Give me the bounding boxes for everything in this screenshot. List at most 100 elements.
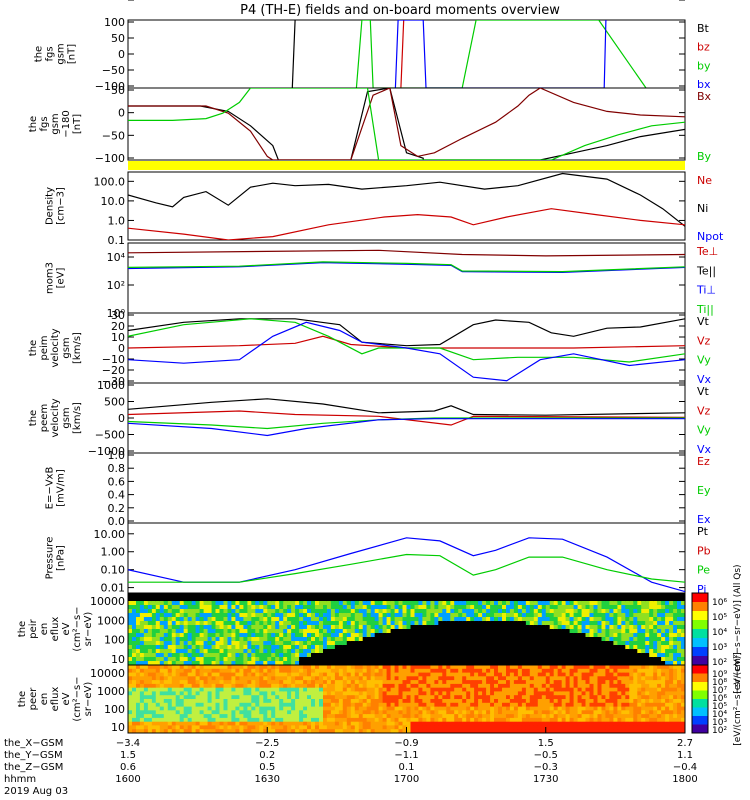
heatmap-cell: [577, 706, 583, 711]
heatmap-cell: [394, 683, 400, 689]
heatmap-cell: [565, 593, 571, 598]
heatmap-cell: [525, 609, 531, 614]
series-bx: [394, 20, 607, 88]
heatmap-cell: [311, 714, 316, 719]
heatmap-cell: [661, 649, 666, 654]
heatmap-cell: [279, 721, 284, 726]
heatmap-cell: [458, 665, 463, 670]
heatmap-cell: [394, 729, 400, 734]
heatmap-cell: [434, 625, 439, 630]
heatmap-cell: [450, 665, 455, 670]
heatmap-cell: [633, 657, 638, 662]
heatmap-cell: [390, 695, 396, 700]
heatmap-cell: [243, 593, 248, 598]
heatmap-cell: [271, 710, 276, 715]
heatmap-cell: [426, 637, 431, 642]
heatmap-cell: [513, 609, 519, 614]
heatmap-cell: [486, 665, 491, 670]
heatmap-cell: [191, 597, 197, 602]
heatmap-cell: [509, 629, 515, 634]
heatmap-cell: [482, 706, 487, 711]
heatmap-cell: [394, 613, 400, 618]
heatmap-cell: [175, 699, 181, 704]
heatmap-cell: [366, 725, 372, 730]
heatmap-cell: [430, 593, 435, 598]
heatmap-cell: [342, 683, 348, 689]
heatmap-cell: [434, 633, 439, 638]
heatmap-cell: [470, 668, 475, 674]
heatmap-cell: [613, 710, 618, 715]
heatmap-cell: [315, 621, 320, 626]
heatmap-cell: [155, 657, 161, 662]
heatmap-cell: [171, 641, 177, 646]
heatmap-cell: [207, 710, 213, 715]
heatmap-cell: [533, 706, 539, 711]
heatmap-cell: [657, 637, 662, 642]
heatmap-cell: [434, 597, 439, 602]
heatmap-cell: [585, 621, 590, 626]
heatmap-cell: [307, 645, 312, 650]
heatmap-cell: [470, 721, 475, 726]
heatmap-cell: [521, 657, 527, 662]
heatmap-cell: [498, 702, 503, 708]
heatmap-cell: [255, 653, 260, 658]
heatmap-cell: [462, 668, 467, 674]
heatmap-cell: [589, 714, 594, 719]
heatmap-cell: [143, 687, 149, 692]
heatmap-cell: [151, 629, 157, 634]
heatmap-cell: [410, 633, 415, 638]
heatmap-cell: [147, 649, 153, 654]
heatmap-cell: [450, 609, 455, 614]
heatmap-cell: [521, 672, 527, 677]
heatmap-cell: [136, 676, 141, 681]
heatmap-cell: [434, 661, 439, 666]
heatmap-cell: [203, 687, 209, 692]
heatmap-cell: [426, 597, 431, 602]
heatmap-cell: [509, 613, 515, 618]
heatmap-cell: [338, 657, 344, 662]
heatmap-cell: [450, 657, 455, 662]
heatmap-cell: [502, 641, 507, 646]
heatmap-cell: [498, 653, 503, 658]
heatmap-cell: [502, 661, 507, 666]
heatmap-cell: [561, 702, 567, 708]
heatmap-cell: [462, 676, 467, 681]
heatmap-cell: [498, 665, 503, 670]
heatmap-cell: [303, 601, 308, 606]
heatmap-cell: [462, 714, 467, 719]
heatmap-cell: [259, 641, 264, 646]
heatmap-cell: [259, 625, 264, 630]
heatmap-cell: [569, 613, 575, 618]
heatmap-cell: [537, 657, 543, 662]
heatmap-cell: [207, 645, 213, 650]
heatmap-cell: [553, 687, 559, 692]
heatmap-cell: [633, 629, 638, 634]
colorbar-segment: [692, 602, 708, 612]
heatmap-cell: [167, 668, 173, 674]
heatmap-cell: [303, 593, 308, 598]
heatmap-cell: [641, 653, 646, 658]
heatmap-cell: [498, 617, 503, 622]
heatmap-cell: [283, 653, 288, 658]
heatmap-cell: [541, 710, 547, 715]
heatmap-cell: [490, 609, 495, 614]
y-tick-label: 10: [111, 653, 125, 666]
heatmap-cell: [494, 710, 499, 715]
heatmap-cell: [267, 609, 272, 614]
heatmap-cell: [581, 593, 587, 598]
heatmap-cell: [394, 714, 400, 719]
heatmap-cell: [629, 625, 634, 630]
heatmap-cell: [517, 621, 523, 626]
heatmap-cell: [386, 699, 392, 704]
heatmap-cell: [577, 609, 583, 614]
heatmap-cell: [422, 597, 427, 602]
heatmap-cell: [235, 680, 240, 685]
heatmap-cell: [470, 672, 475, 677]
heatmap-cell: [533, 609, 539, 614]
heatmap-cell: [175, 706, 181, 711]
heatmap-cell: [398, 710, 403, 715]
heatmap-cell: [533, 645, 539, 650]
heatmap-cell: [617, 613, 622, 618]
heatmap-cell: [641, 601, 646, 606]
heatmap-cell: [283, 676, 288, 681]
